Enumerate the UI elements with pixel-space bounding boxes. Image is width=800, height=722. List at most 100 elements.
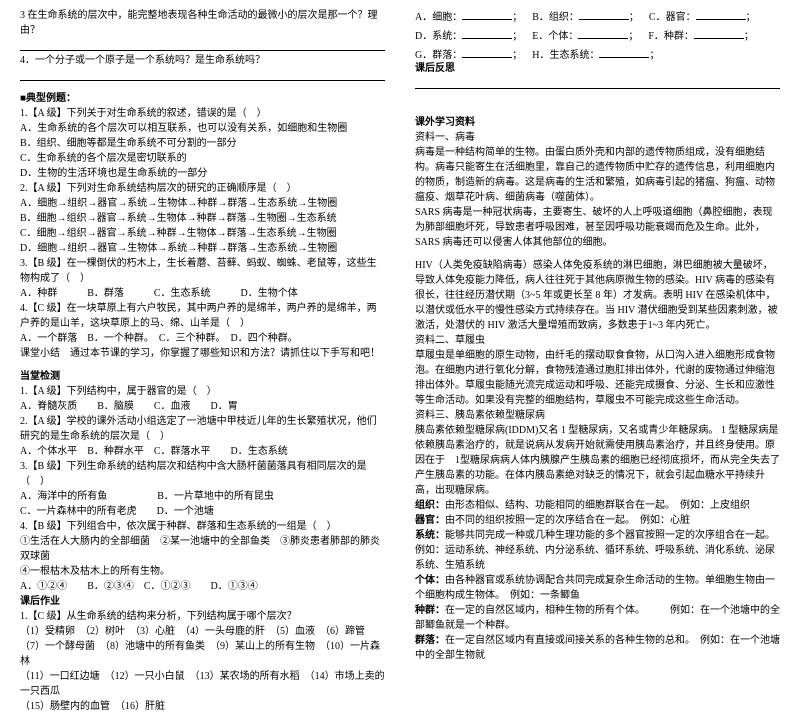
semicolon: ； bbox=[628, 27, 638, 42]
gt-label: 个体： bbox=[415, 575, 445, 586]
fill-blank bbox=[462, 9, 512, 20]
fill-blank bbox=[578, 28, 628, 39]
c3a: A．海洋中的所有鱼 B．一片草地中的所有昆虫 bbox=[20, 489, 385, 504]
c1opts: A．脊髓灰质 B．脑膜 C．血液 D．胃 bbox=[20, 399, 385, 414]
q-a1: 1.【A 级】下列关于对生命系统的叙述，错误的是（ ） bbox=[20, 106, 385, 121]
fill-blank bbox=[462, 47, 512, 58]
c2opts: A．个体水平 B．种群水平 C．群落水平 D．生态系统 bbox=[20, 444, 385, 459]
c3b: C．一片森林中的所有老虎 D．一个池塘 bbox=[20, 504, 385, 519]
ext-title: 课外学习资料 bbox=[415, 115, 780, 130]
fill-item: C．器官： ； bbox=[649, 8, 756, 23]
xt-row: 系统：能够共同完成一种或几种生理功能的多个器官按照一定的次序组合在一起。例如：运… bbox=[415, 528, 780, 573]
fill-blank bbox=[694, 28, 744, 39]
gt-row: 个体：由各种器官或系统协调配合共同完成复杂生命活动的生物。单细胞生物由一个细胞构… bbox=[415, 573, 780, 603]
semicolon: ； bbox=[512, 46, 522, 61]
q-a3opts: A．种群 B．群落 C．生态系统 D．生物个体 bbox=[20, 286, 385, 301]
gt-text: 由各种器官或系统协调配合共同完成复杂生命活动的生物。单细胞生物由一个细胞构成生物… bbox=[415, 575, 775, 601]
semicolon: ； bbox=[649, 46, 659, 61]
fill-item: D．系统： ； bbox=[415, 27, 522, 42]
fill-blank bbox=[599, 47, 649, 58]
c2: 2.【A 级】学校的课外活动小组选定了一池塘中甲枝近儿年的生长繁殖状况，他们研究… bbox=[20, 414, 385, 444]
fill-item: E．个体： ； bbox=[532, 27, 638, 42]
org-row: 组织：由形态相似、结构、功能相同的细胞群联合在一起。 例如：上皮组织 bbox=[415, 498, 780, 513]
fill-blank bbox=[462, 28, 512, 39]
fill-key: C．器官： bbox=[649, 8, 696, 23]
r2t: 资料二、草履虫 bbox=[415, 333, 780, 348]
fill-key: F．种群： bbox=[648, 27, 694, 42]
zq-text: 在一定的自然区域内，相种生物的所有个体。 例如：在一个池塘中的全部鲫鱼就是一个种… bbox=[415, 605, 780, 631]
hw1a: （1）受精卵 （2）树叶 （3）心脏 （4）一头母鹿的肝 （5）血液 （6）蹄管 bbox=[20, 624, 385, 639]
fill-key: G．群落： bbox=[415, 46, 462, 61]
fill-blank bbox=[579, 9, 629, 20]
q-a2: 2.【A 级】下列对生命系统结构层次的研究的正确顺序是（ ） bbox=[20, 181, 385, 196]
c4opts: A．①②④ B．②③④ C．①②③ D．①③④ bbox=[20, 579, 385, 594]
fill-key: B．组织： bbox=[532, 8, 579, 23]
document-page: 3 在生命系统的层次中，能完整地表现各种生命活动的最微小的层次是那一个？理由？ … bbox=[0, 0, 800, 722]
r1a: 病毒是一种结构简单的生物。由蛋白质外壳和内部的遗传物质组成，没有细胞结构。病毒只… bbox=[415, 145, 780, 205]
semicolon: ； bbox=[746, 8, 756, 23]
zq-row: 种群：在一定的自然区域内，相种生物的所有个体。 例如：在一个池塘中的全部鲫鱼就是… bbox=[415, 603, 780, 633]
q-a1d: D．生物的生活环境也是生命系统的一部分 bbox=[20, 166, 385, 181]
fill-key: A．细胞： bbox=[415, 8, 462, 23]
r2a: 草履虫是单细胞的原生动物，由纤毛的摆动取食食物，从口沟入进入细胞形成食物泡。在细… bbox=[415, 348, 780, 408]
fill-blank bbox=[696, 9, 746, 20]
fill-item: H．生态系统： ； bbox=[532, 46, 659, 61]
q4: 4．一个分子或一个原子是一个系统吗？是生命系统吗？ bbox=[20, 53, 385, 68]
q-a4opts: A．一个群落 B．一个种群。 C．三个种群。 D．四个种群。 bbox=[20, 331, 385, 346]
c4: 4.【B 级】下列组合中，依次属于种群、群落和生态系统的一组是（ ） bbox=[20, 519, 385, 534]
org-text: 由形态相似、结构、功能相同的细胞群联合在一起。 例如：上皮组织 bbox=[445, 500, 750, 511]
qg-row: 器官：由不同的组织按照一定的次序结合在一起。 例如：心脏 bbox=[415, 513, 780, 528]
c4b: ④一根枯木及枯木上的所有生物。 bbox=[20, 564, 385, 579]
examples-heading: ■典型例题： bbox=[20, 91, 385, 106]
r3t: 资料三、胰岛素依赖型糖尿病 bbox=[415, 408, 780, 423]
q-a2a: A．细胞→组织→器官→系统→生物体→种群→群落→生态系统→生物圈 bbox=[20, 196, 385, 211]
hw-title: 课后作业 bbox=[20, 594, 385, 609]
answer-line bbox=[20, 40, 385, 51]
semicolon: ； bbox=[512, 8, 522, 23]
reflect-line bbox=[415, 78, 780, 89]
hw1c: （11）一口红边塘 （12）一只小白鼠 （13）某农场的所有水稻 （14）市场上… bbox=[20, 669, 385, 699]
fill-blanks: A．细胞：；B．组织：；C．器官：；D．系统：；E．个体：；F．种群：；G．群落… bbox=[415, 8, 780, 61]
q-a2d: D．细胞→组织→器官→生物体→系统→种群→群落→生态系统→生物圈 bbox=[20, 241, 385, 256]
r1c: HIV（人类免疫缺陷病毒）感染人体免疫系统的淋巴细胞，淋巴细胞被大量破坏，导致人… bbox=[415, 258, 780, 333]
q3: 3 在生命系统的层次中，能完整地表现各种生命活动的最微小的层次是那一个？理由？ bbox=[20, 8, 385, 38]
semicolon: ； bbox=[629, 8, 639, 23]
fill-key: E．个体： bbox=[532, 27, 578, 42]
fill-item: B．组织： ； bbox=[532, 8, 639, 23]
q-a1b: B．组织、细胞等都是生命系统不可分割的一部分 bbox=[20, 136, 385, 151]
q-a2c: C．细胞→组织→器官→系统→种群→生物体→群落→生态系统→生物圈 bbox=[20, 226, 385, 241]
reflect-title: 课后反思 bbox=[415, 61, 780, 76]
c3: 3.【B 级】下列生命系统的结构层次和结构中含大肠杆菌菌落具有相同层次的是（ ） bbox=[20, 459, 385, 489]
hw1b: （7）一个酵母菌 （8）池塘中的所有鱼类 （9）某山上的所有生物 （10）一片森… bbox=[20, 639, 385, 669]
ql-label: 群落： bbox=[415, 635, 445, 646]
q-a1a: A．生命系统的各个层次可以相互联系，也可以没有关系，如细胞和生物圈 bbox=[20, 121, 385, 136]
summary: 课堂小结 通过本节课的学习，你掌握了哪些知识和方法？请抓住以下手写和吧！ bbox=[20, 346, 385, 361]
semicolon: ； bbox=[744, 27, 754, 42]
fill-item: F．种群： ； bbox=[648, 27, 754, 42]
hw1: 1.【C 级】从生命系统的结构来分析，下列结构属于哪个层次？ bbox=[20, 609, 385, 624]
answer-line bbox=[20, 70, 385, 81]
check-title: 当堂检测 bbox=[20, 369, 385, 384]
q-a1c: C．生命系统的各个层次是密切联系的 bbox=[20, 151, 385, 166]
q-a3: 3.【B 级】在一棵倒伏的朽木上，生长着蘑、苔藓、蚂蚁、蜘蛛、老鼠等，这些生物构… bbox=[20, 256, 385, 286]
r1t: 资料一、病毒 bbox=[415, 130, 780, 145]
q-a2b: B．细胞→组织→器官→系统→生物体→种群→群落→生物圈→生态系统 bbox=[20, 211, 385, 226]
fill-item: G．群落： ； bbox=[415, 46, 522, 61]
ql-text: 在一定自然区域内有直接或间接关系的各种生物的总和。 例如：在一个池塘中的全部生物… bbox=[415, 635, 780, 661]
semicolon: ； bbox=[512, 27, 522, 42]
fill-item: A．细胞： ； bbox=[415, 8, 522, 23]
fill-key: H．生态系统： bbox=[532, 46, 599, 61]
qg-label: 器官： bbox=[415, 515, 445, 526]
hw1d: （15）肠壁内的血管 （16）肝脏 bbox=[20, 699, 385, 714]
c4a: ①生活在人大肠内的全部细菌 ②某一池塘中的全部鱼类 ③肺炎患者肺部的肺炎双球菌 bbox=[20, 534, 385, 564]
xt-label: 系统： bbox=[415, 530, 445, 541]
r3a: 胰岛素依赖型糖尿病(IDDM)又名 1 型糖尿病，又名或青少年糖尿病。 1 型糖… bbox=[415, 423, 780, 498]
left-column: 3 在生命系统的层次中，能完整地表现各种生命活动的最微小的层次是那一个？理由？ … bbox=[20, 8, 385, 714]
c1: 1.【A 级】下列结构中，属于器官的是（ ） bbox=[20, 384, 385, 399]
qg-text: 由不同的组织按照一定的次序结合在一起。 例如：心脏 bbox=[445, 515, 690, 526]
fill-key: D．系统： bbox=[415, 27, 462, 42]
q-a4: 4.【C 级】在一块草原上有六户牧民，其中两户养的是绵羊，两户养的是绵羊，两户养… bbox=[20, 301, 385, 331]
right-column: A．细胞：；B．组织：；C．器官：；D．系统：；E．个体：；F．种群：；G．群落… bbox=[415, 8, 780, 714]
r1b: SARS 病毒是一种冠状病毒，主要寄生、破坏的人上呼吸道细胞（鼻腔细胞，表现为肺… bbox=[415, 205, 780, 250]
ql-row: 群落：在一定自然区域内有直接或间接关系的各种生物的总和。 例如：在一个池塘中的全… bbox=[415, 633, 780, 663]
